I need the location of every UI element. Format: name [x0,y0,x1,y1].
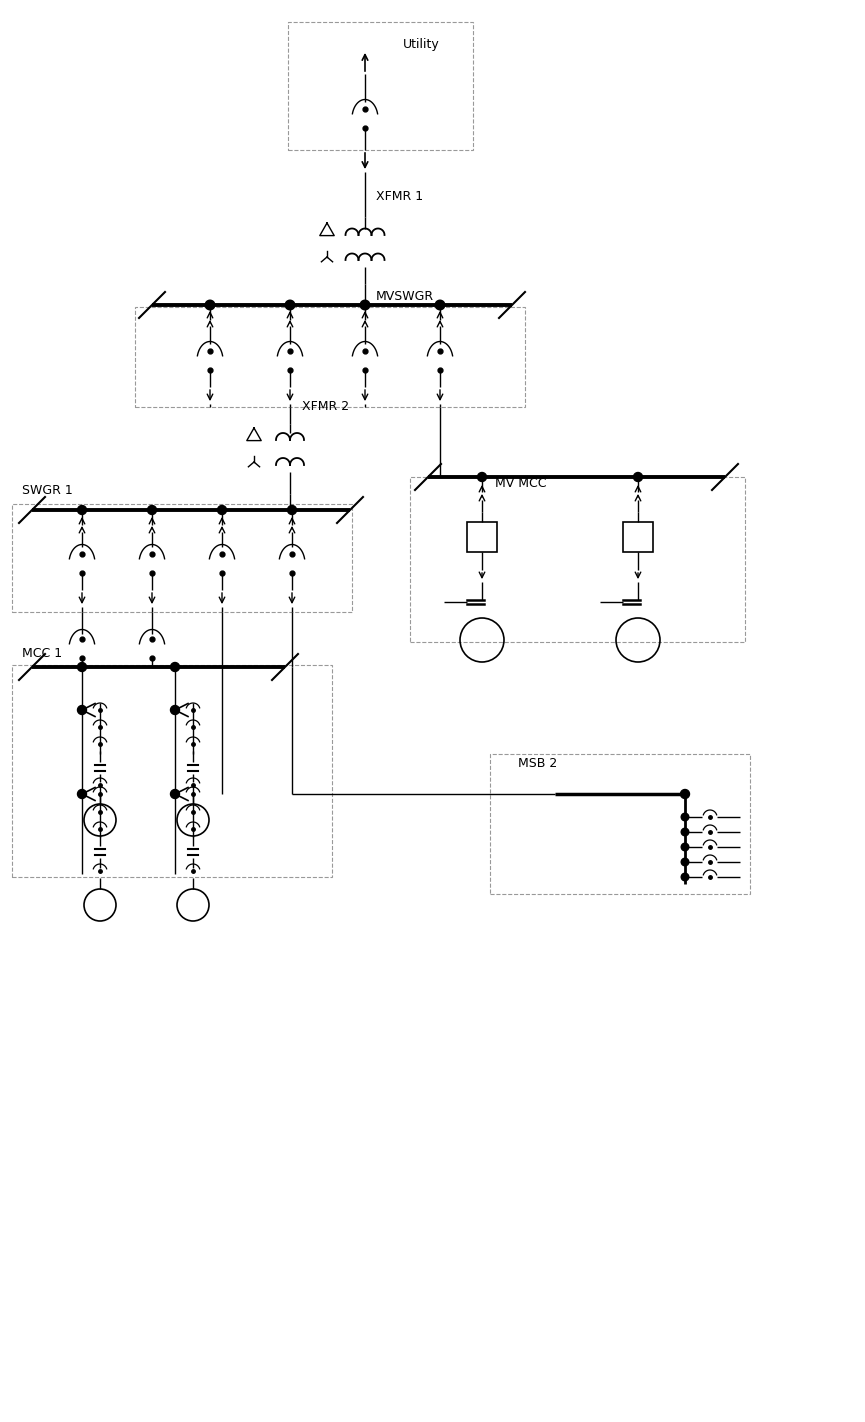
Circle shape [682,843,689,850]
Circle shape [78,705,86,714]
Circle shape [682,859,689,866]
Circle shape [170,789,180,799]
Circle shape [148,505,157,515]
Circle shape [170,705,180,714]
Bar [623,522,653,552]
Circle shape [681,789,689,799]
Circle shape [205,300,215,310]
Circle shape [682,813,689,820]
Circle shape [633,472,643,482]
Text: MCC 1: MCC 1 [22,647,62,660]
Circle shape [287,505,297,515]
Circle shape [170,663,180,671]
Text: MVSWGR: MVSWGR [376,290,434,303]
Text: XFMR 2: XFMR 2 [302,400,349,412]
Bar [410,476,745,641]
Circle shape [78,505,86,515]
Bar [288,21,473,149]
Circle shape [682,873,689,880]
Circle shape [78,789,86,799]
Circle shape [682,828,689,836]
Text: XFMR 1: XFMR 1 [376,191,423,203]
Circle shape [217,505,227,515]
Bar [135,307,525,407]
Bar [467,522,497,552]
Bar [12,665,332,877]
Circle shape [477,472,486,482]
Text: SWGR 1: SWGR 1 [22,483,73,498]
Circle shape [360,300,370,310]
Text: Utility: Utility [403,38,439,51]
Text: MV MCC: MV MCC [495,476,547,491]
Text: MSB 2: MSB 2 [518,757,557,769]
Bar [12,503,352,611]
Circle shape [435,300,445,310]
Circle shape [78,663,86,671]
Circle shape [285,300,295,310]
Bar [490,754,750,894]
